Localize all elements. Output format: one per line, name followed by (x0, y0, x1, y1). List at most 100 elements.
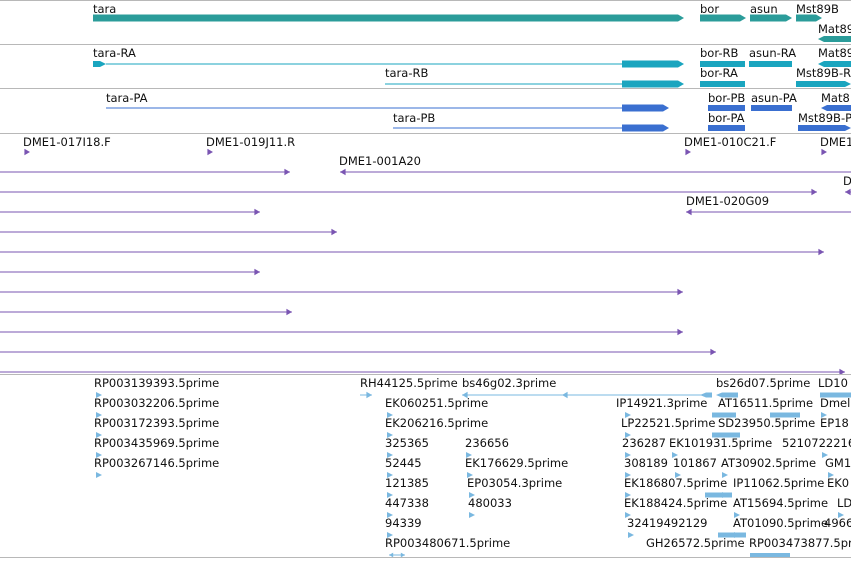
transcript-label-asun-ra: asun-RA (749, 46, 797, 60)
protein-asun-pa[interactable] (751, 105, 792, 111)
transcript-mst89b-r[interactable] (796, 81, 851, 87)
transcript-label-bor-ra: bor-RA (700, 66, 738, 80)
est-label: 236287 (622, 436, 666, 450)
est-glyph[interactable] (467, 472, 473, 478)
est-glyph[interactable] (625, 432, 631, 438)
est-block[interactable] (712, 412, 736, 418)
est-label: 94339 (385, 516, 422, 530)
transcript-tara-ra-exon2[interactable] (622, 60, 684, 68)
est-glyph[interactable] (734, 512, 740, 518)
est-glyph[interactable] (722, 472, 728, 478)
est-label: EK060251.5prime (385, 396, 489, 410)
est-label: EK188424.5prime (624, 496, 728, 510)
est-label: EP18 (820, 416, 849, 430)
est-block[interactable] (716, 392, 738, 398)
protein-label-mat8: Mat8 (821, 91, 850, 105)
gene-bor[interactable] (700, 14, 746, 22)
est-arrow-icon (462, 391, 468, 399)
clone-read-arrow-icon (254, 268, 260, 276)
est-label: RP003172393.5prime (94, 416, 220, 430)
clone-read-arrow-icon (331, 228, 337, 236)
gene-asun[interactable] (750, 14, 792, 22)
est-glyph[interactable] (387, 472, 393, 478)
gene-label-tara: tara (93, 2, 117, 16)
gene-tara[interactable] (93, 14, 684, 22)
est-label: EK101931.5prime (669, 436, 773, 450)
est-glyph[interactable] (625, 492, 631, 498)
est-glyph[interactable] (387, 432, 393, 438)
clone-read-arrow-icon (818, 248, 824, 256)
est-label: EK186807.5prime (624, 476, 728, 490)
est-arrow-icon (366, 391, 372, 399)
est-glyph[interactable] (96, 392, 102, 398)
est-glyph[interactable] (387, 412, 393, 418)
est-glyph[interactable] (96, 452, 102, 458)
est-glyph[interactable] (625, 512, 631, 518)
est-label: RP003267146.5prime (94, 456, 220, 470)
est-label: EP03054.3prime (467, 476, 563, 490)
est-glyph[interactable] (96, 472, 102, 478)
est-glyph[interactable] (822, 452, 828, 458)
est-glyph[interactable] (469, 492, 475, 498)
est-glyph[interactable] (625, 412, 631, 418)
protein-mst89b-p[interactable] (798, 125, 851, 131)
est-block[interactable] (700, 392, 712, 398)
est-glyph[interactable] (387, 492, 393, 498)
transcript-bor-ra[interactable] (700, 81, 745, 87)
protein-bor-pa[interactable] (708, 125, 745, 131)
clone-read-arrow-icon (677, 328, 683, 336)
est-glyph[interactable] (625, 452, 631, 458)
clone-label-001a20: DME1-001A20 (339, 154, 421, 168)
est-glyph[interactable] (96, 412, 102, 418)
est-label: GM1 (825, 456, 851, 470)
est-label: RP003032206.5prime (94, 396, 220, 410)
est-block[interactable] (718, 532, 746, 538)
est-label: 5210722216 (782, 436, 851, 450)
est-block[interactable] (820, 392, 851, 398)
transcript-tara-ra-exon1[interactable] (93, 61, 106, 67)
transcript-bor-rb[interactable] (700, 61, 745, 67)
clone-glyph (821, 148, 827, 156)
est-glyph[interactable] (838, 512, 844, 518)
transcript-asun-ra[interactable] (749, 61, 792, 67)
track-separator-1 (0, 44, 851, 45)
est-label: LP22521.5prime (621, 416, 716, 430)
est-label: bs26d07.5prime (716, 376, 811, 390)
gene-mst89b[interactable] (796, 14, 822, 22)
est-glyph[interactable] (625, 472, 631, 478)
est-label: 52445 (385, 456, 422, 470)
protein-tara-pa[interactable] (622, 104, 669, 112)
protein-bor-pb[interactable] (708, 105, 745, 111)
est-glyph[interactable] (828, 472, 834, 478)
protein-mat8[interactable] (821, 105, 851, 111)
clone-read-arrow-icon (286, 308, 292, 316)
est-glyph[interactable] (469, 512, 475, 518)
clone-label-017i18: DME1-017I18.F (23, 135, 111, 149)
transcript-mat89[interactable] (818, 61, 851, 67)
est-block[interactable] (750, 553, 790, 557)
protein-label-bor-pa: bor-PA (708, 111, 745, 125)
est-glyph[interactable] (466, 452, 472, 458)
est-label: 121385 (385, 476, 429, 490)
est-label: AT30902.5prime (721, 456, 817, 470)
transcript-tara-rb-exon[interactable] (622, 80, 684, 88)
est-glyph[interactable] (821, 412, 827, 418)
est-glyph[interactable] (672, 452, 678, 458)
est-block[interactable] (712, 432, 740, 438)
clone-read-arrow-icon (677, 288, 683, 296)
est-block[interactable] (770, 412, 800, 418)
est-label: RP003480671.5prime (385, 536, 511, 550)
est-label: RP003435969.5prime (94, 436, 220, 450)
est-glyph[interactable] (675, 472, 681, 478)
est-block[interactable] (705, 492, 732, 498)
est-glyph[interactable] (387, 532, 393, 538)
protein-label-bor-pb: bor-PB (708, 91, 746, 105)
est-glyph[interactable] (387, 452, 393, 458)
protein-tara-pb[interactable] (622, 124, 669, 132)
transcript-label-mat89: Mat89 (818, 46, 851, 60)
est-glyph[interactable] (96, 432, 102, 438)
est-glyph[interactable] (387, 512, 393, 518)
est-label: AT01090.5prime (733, 516, 829, 530)
est-glyph[interactable] (628, 532, 634, 538)
gene-mat89[interactable] (818, 36, 851, 42)
